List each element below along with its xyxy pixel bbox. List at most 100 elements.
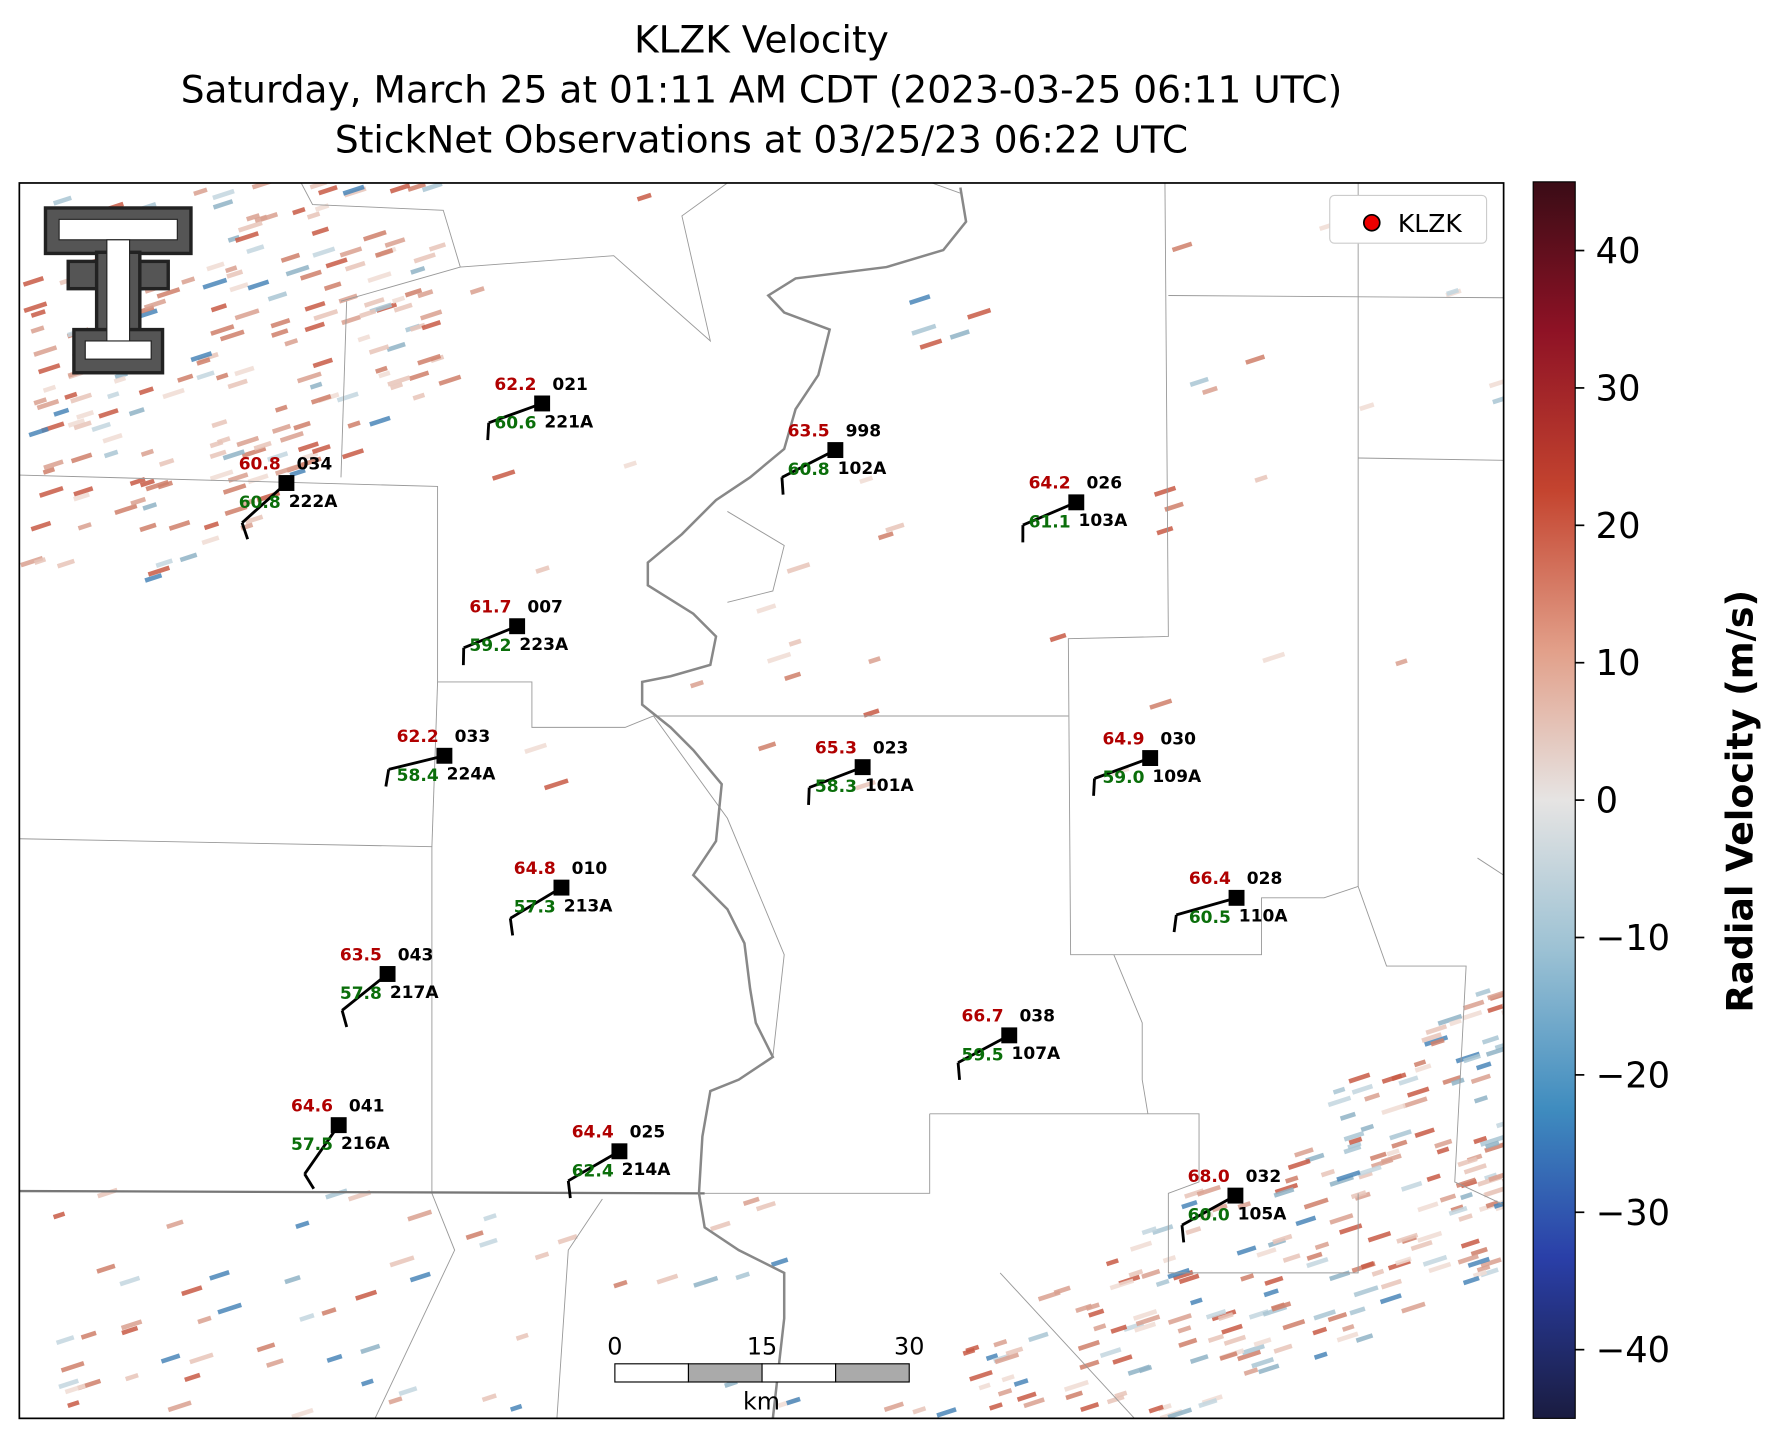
temperature: 64.2	[1029, 474, 1071, 494]
echo	[222, 449, 246, 461]
echo	[1437, 1013, 1463, 1026]
dewpoint: 60.0	[1188, 1206, 1230, 1226]
dewpoint: 57.8	[340, 984, 382, 1004]
map-frame	[18, 182, 1505, 1420]
echo	[1243, 1367, 1259, 1376]
echo	[1449, 1018, 1462, 1027]
echo	[1236, 1245, 1257, 1256]
temperature: 64.6	[291, 1097, 333, 1117]
wind-barb-tick	[486, 422, 491, 441]
echo	[189, 1352, 214, 1365]
stations: 62.2 021 60.6 221A 60.8 034 60.8 222A 63.5 998 60.…	[239, 375, 1288, 1243]
dewpoint: 60.8	[239, 493, 281, 513]
echo	[1446, 287, 1460, 297]
echo	[389, 1255, 415, 1268]
title-line: Saturday, March 25 at 01:11 AM CDT (2023…	[181, 67, 1343, 111]
echo	[251, 182, 272, 190]
echo	[524, 742, 548, 754]
station-marker	[1001, 1027, 1018, 1044]
scale-segment	[687, 1363, 763, 1383]
echo	[196, 370, 215, 381]
echo	[234, 308, 260, 321]
echo	[413, 252, 436, 264]
echo	[1350, 1190, 1367, 1200]
echo	[859, 475, 874, 485]
echo	[788, 638, 802, 647]
echo	[271, 423, 291, 434]
echo	[1189, 1354, 1209, 1365]
echo	[1257, 1363, 1280, 1375]
echo	[284, 338, 299, 347]
echo	[1439, 1193, 1457, 1203]
echo	[299, 1313, 315, 1322]
echo	[70, 452, 93, 464]
echo	[479, 1237, 498, 1248]
echo	[912, 1406, 927, 1415]
echo	[1487, 990, 1504, 1001]
echo	[312, 357, 334, 369]
echo	[1436, 1146, 1450, 1155]
echo	[994, 1352, 1020, 1365]
echo	[393, 302, 413, 313]
echo	[1380, 1153, 1402, 1165]
echo	[883, 1401, 904, 1412]
echo	[42, 384, 57, 393]
wind-barb	[488, 402, 543, 425]
echo	[300, 456, 322, 468]
echo	[28, 426, 49, 438]
station-id: 023	[873, 739, 909, 759]
echo	[209, 469, 234, 481]
echo	[766, 651, 792, 664]
echo	[1262, 651, 1286, 664]
echo	[1049, 632, 1067, 643]
echo	[1484, 1172, 1498, 1181]
wind-barb-tick	[303, 1173, 315, 1190]
echo	[1016, 1391, 1037, 1402]
echo	[1005, 1346, 1024, 1357]
echo	[1001, 1374, 1015, 1383]
echo	[237, 220, 263, 233]
map: 62.2 021 60.6 221A 60.8 034 60.8 222A 63.5 998 60.…	[19, 182, 1504, 1419]
echo	[20, 555, 44, 568]
echo	[139, 522, 157, 533]
echo	[42, 466, 56, 475]
echo	[217, 1302, 242, 1315]
echo	[209, 1270, 230, 1281]
echo	[77, 522, 92, 531]
station-marker	[509, 618, 526, 635]
colorbar	[1532, 181, 1576, 1419]
legend-marker	[1362, 213, 1381, 232]
station-id: 998	[846, 421, 882, 441]
echo	[1455, 1177, 1477, 1189]
echo	[1369, 1151, 1387, 1161]
echo	[227, 472, 249, 483]
echo	[367, 271, 392, 284]
echo	[1479, 1134, 1504, 1147]
logo	[43, 206, 193, 375]
echo	[1396, 1232, 1419, 1244]
echo	[689, 679, 704, 689]
echo	[202, 277, 228, 290]
echo	[30, 309, 46, 318]
echo	[1343, 1144, 1362, 1155]
echo	[408, 370, 430, 381]
station-id: 025	[630, 1123, 666, 1143]
echo	[1475, 988, 1491, 998]
echo	[43, 459, 64, 470]
echo	[1199, 1211, 1214, 1221]
echo	[1493, 1197, 1504, 1209]
echo	[291, 1407, 314, 1419]
echo	[1327, 1095, 1352, 1108]
echo	[1430, 1037, 1445, 1047]
echo	[67, 418, 86, 428]
echo	[1245, 354, 1266, 365]
echo	[267, 291, 288, 302]
echo	[1178, 1273, 1200, 1285]
echo	[80, 1330, 97, 1340]
echo	[1457, 1253, 1479, 1265]
echo	[410, 265, 426, 275]
echo	[389, 382, 404, 391]
echo	[1380, 1278, 1402, 1290]
station-code: 109A	[1152, 767, 1202, 787]
echo	[179, 552, 198, 563]
